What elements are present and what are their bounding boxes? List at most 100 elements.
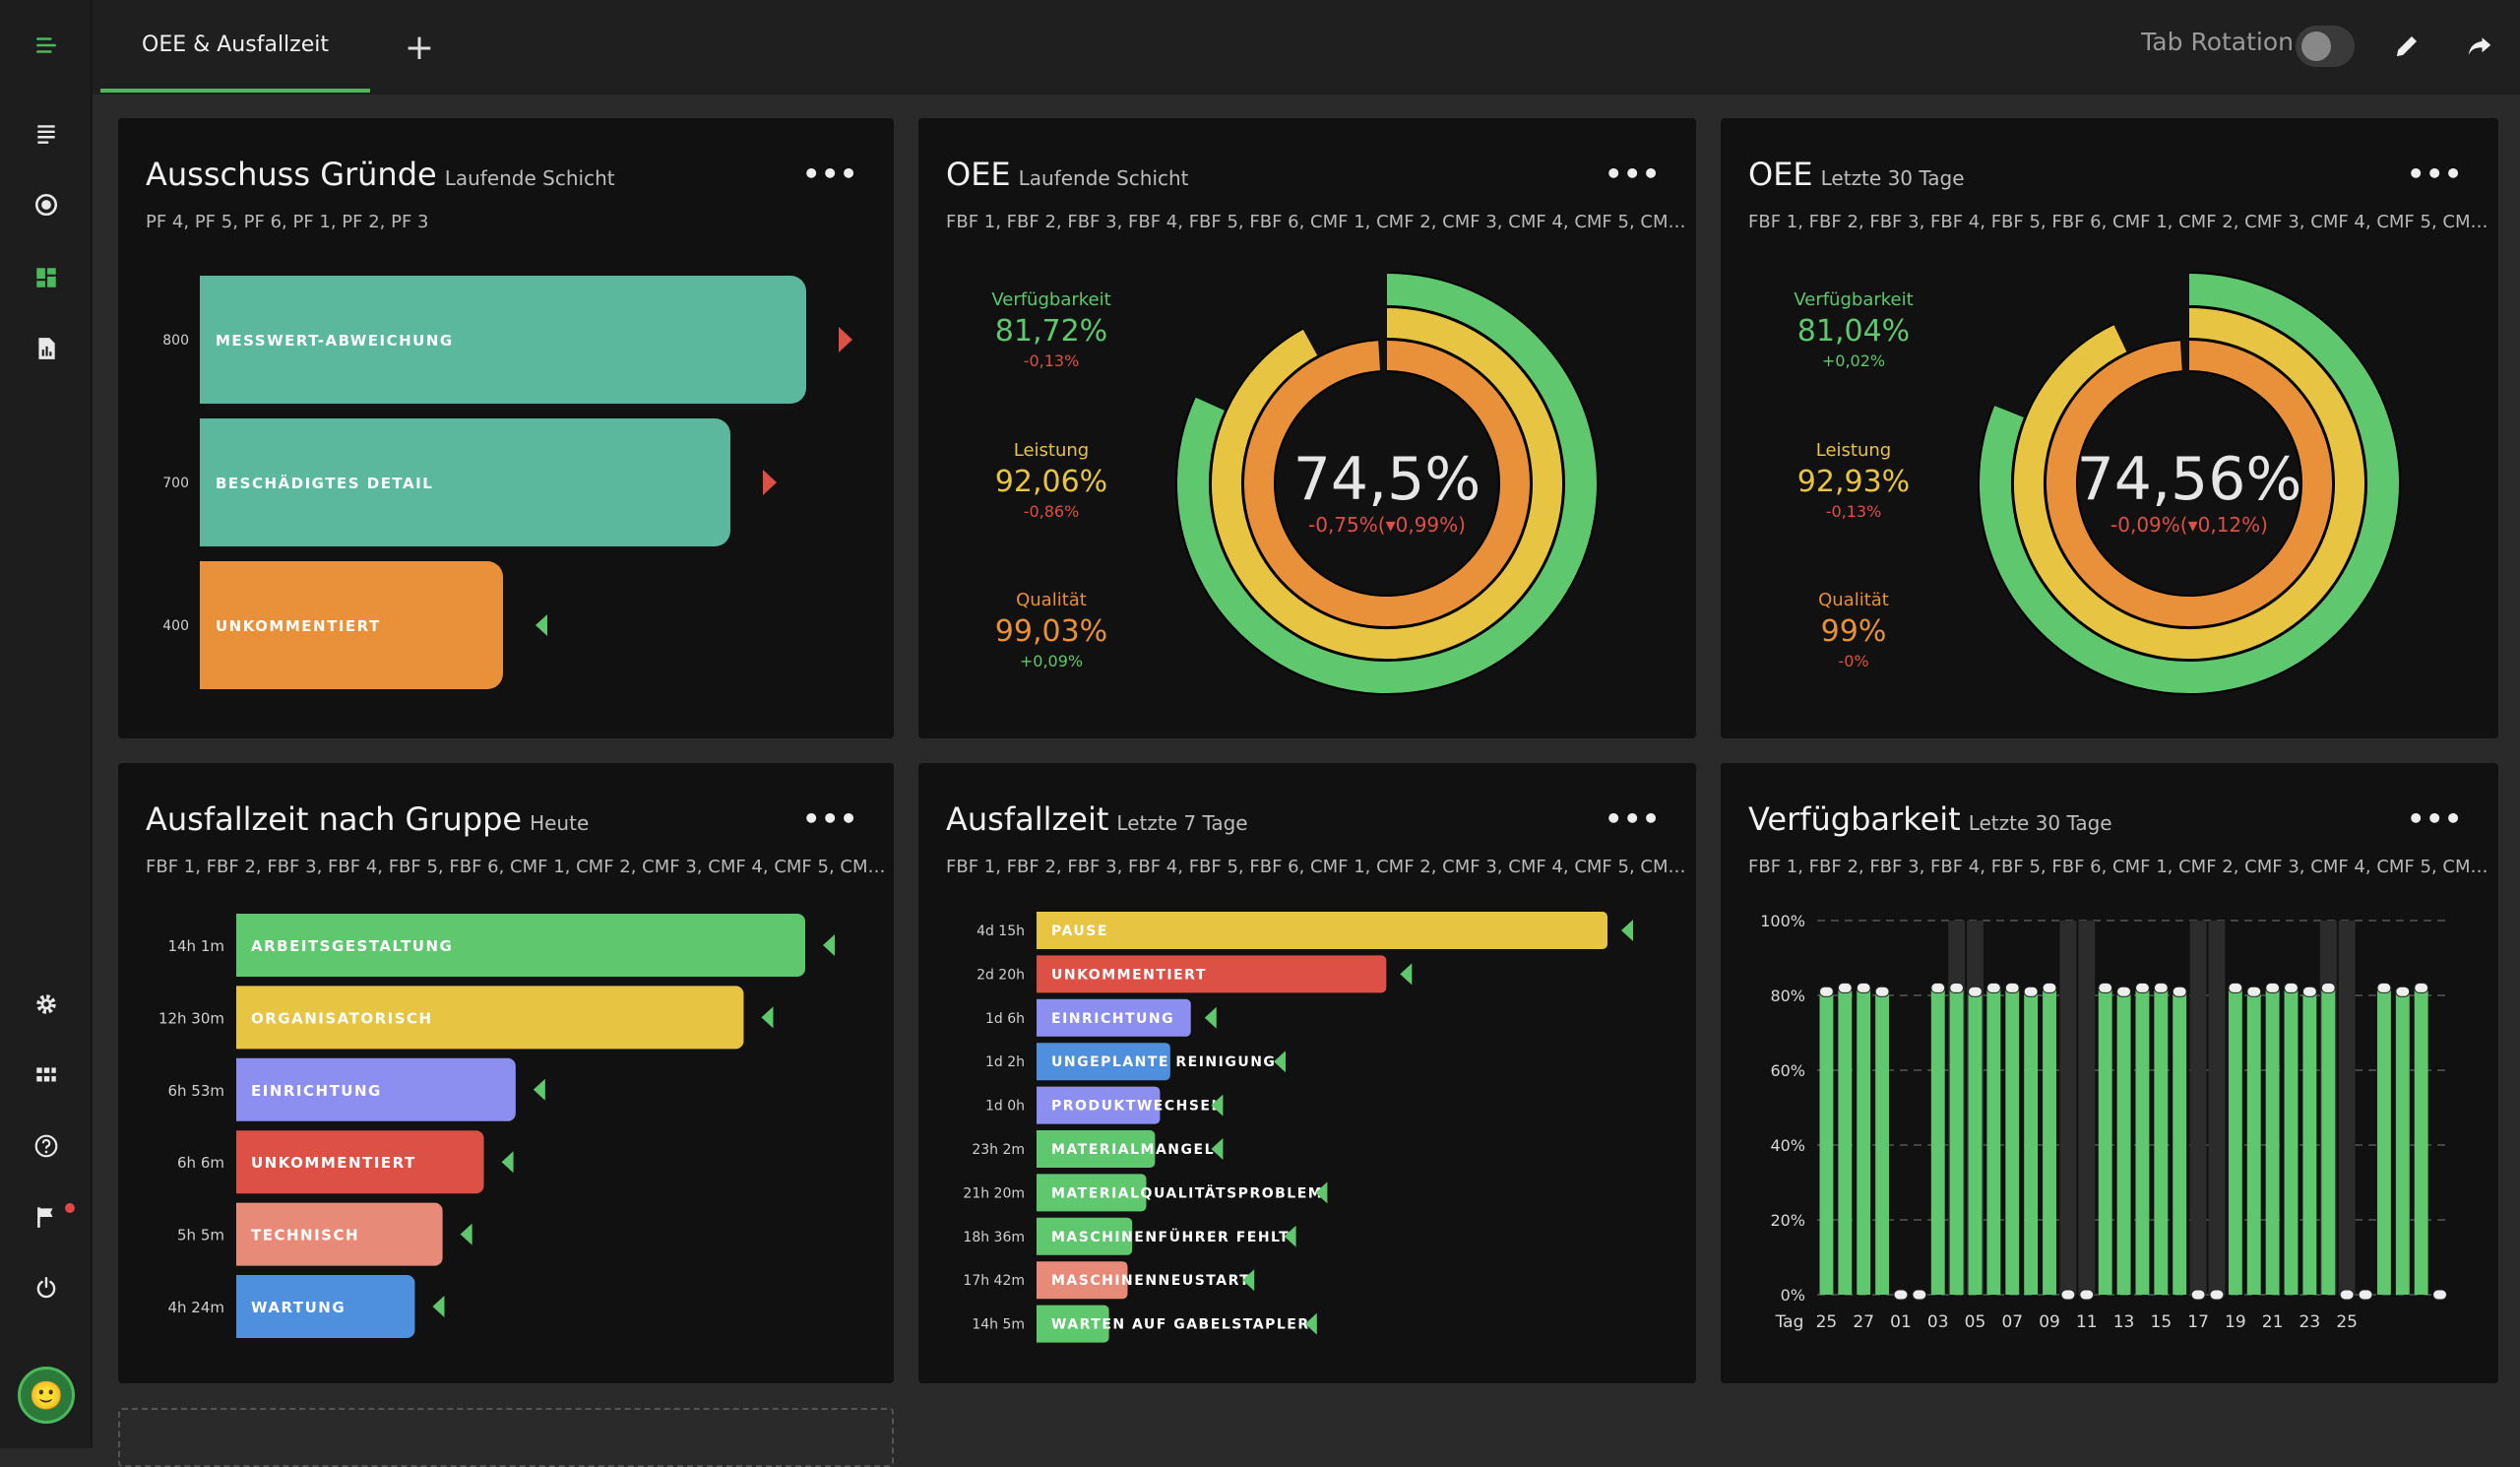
report-icon[interactable] (27, 329, 66, 368)
metric-label: Qualität (1016, 590, 1087, 610)
power-icon[interactable] (27, 1268, 66, 1308)
dashboard-icon[interactable] (27, 258, 66, 297)
bar-marker (1930, 982, 1946, 993)
weekend-band (2338, 921, 2356, 1295)
bar-value-label: 2d 20h (976, 967, 1025, 983)
bar (1949, 988, 1964, 1295)
card-menu-button[interactable]: ••• (802, 158, 858, 190)
bar (1037, 1130, 1156, 1168)
card-menu-button[interactable]: ••• (2407, 802, 2463, 835)
trend-down-marker (536, 614, 547, 636)
bar-marker (1874, 986, 1890, 997)
bar-category-label: BESCHÄDIGTES DETAIL (216, 474, 433, 492)
trend-down-marker (1211, 1094, 1224, 1116)
bar (2321, 988, 2336, 1295)
metric-label: Qualität (1818, 590, 1889, 610)
bar-value-label: 5h 5m (177, 1227, 224, 1244)
oee-center-value: 74,56% (2077, 445, 2302, 514)
metric-delta: -0,86% (1024, 502, 1080, 521)
bar (2395, 991, 2410, 1295)
y-tick-label: 0% (1781, 1286, 1805, 1305)
card-title: Ausfallzeit nach Gruppe Heute (146, 800, 590, 838)
bar-value-label: 1d 6h (985, 1011, 1025, 1027)
add-widget-placeholder[interactable] (118, 1408, 894, 1467)
trend-down-marker (1211, 1138, 1224, 1160)
avatar[interactable]: 🙂 (18, 1367, 75, 1424)
bar-marker (2228, 982, 2243, 993)
x-tick-label: 13 (2113, 1312, 2135, 1332)
x-tick-label: 15 (2151, 1312, 2173, 1332)
oee-shift-chart: 74,5%-0,75%(▾0,99%) Verfügbarkeit 81,72% -0… (991, 272, 1599, 695)
card-menu-button[interactable]: ••• (1605, 158, 1661, 190)
apps-grid-icon[interactable] (27, 1055, 66, 1095)
help-icon[interactable] (27, 1126, 66, 1166)
bar-value-label: 700 (162, 476, 189, 491)
bar-category-label: ARBEITSGESTALTUNG (251, 937, 453, 955)
bar (200, 561, 503, 689)
metric-label: Verfügbarkeit (991, 289, 1110, 310)
bar-category-label: EINRICHTUNG (1051, 1011, 1174, 1027)
bar (236, 1202, 443, 1266)
bar-category-label: WARTEN AUF GABELSTAPLER (1051, 1317, 1310, 1333)
card-menu-button[interactable]: ••• (2407, 158, 2463, 190)
bar-marker (1856, 982, 1871, 993)
bar-marker (2358, 1289, 2373, 1301)
bar-value-label: 6h 6m (177, 1154, 224, 1172)
trend-up-marker (839, 327, 852, 352)
bar-category-label: ORGANISATORISCH (251, 1009, 433, 1027)
bar-marker (2339, 1289, 2355, 1301)
metric-delta: -0,13% (1024, 351, 1080, 370)
trend-down-marker (1204, 1006, 1217, 1029)
bar (1968, 991, 1983, 1295)
tab-rotation-toggle[interactable] (2296, 26, 2355, 67)
bar (2246, 991, 2261, 1295)
bar (200, 276, 806, 404)
bar-value-label: 6h 53m (167, 1082, 224, 1100)
flag-icon[interactable] (27, 1197, 66, 1237)
trend-up-marker (763, 470, 777, 495)
menu-icon[interactable] (27, 26, 66, 65)
bar-category-label: TECHNISCH (251, 1227, 359, 1244)
list-icon[interactable] (27, 114, 66, 154)
add-tab-button[interactable]: + (404, 27, 435, 68)
x-tick-label: 21 (2262, 1312, 2284, 1332)
bar-marker (1912, 1289, 1927, 1301)
y-tick-label: 40% (1770, 1136, 1805, 1155)
bar-marker (2265, 982, 2281, 993)
target-icon[interactable] (27, 185, 66, 224)
bar (1037, 1043, 1170, 1081)
bar-category-label: MATERIALQUALITÄTSPROBLEM (1051, 1184, 1323, 1201)
bar (1819, 991, 1834, 1295)
tab-rotation-label: Tab Rotation (2141, 28, 2294, 56)
oee-center-delta: -0,75%(▾0,99%) (1308, 513, 1466, 537)
toggle-knob (2301, 32, 2331, 61)
bar-category-label: UNKOMMENTIERT (216, 617, 381, 635)
metric-value: 81,04% (1797, 314, 1910, 349)
share-icon[interactable] (2459, 26, 2500, 67)
weekend-band (2078, 921, 2096, 1295)
bar-marker (1985, 982, 2001, 993)
gear-icon[interactable] (27, 985, 66, 1024)
card-menu-button[interactable]: ••• (1605, 802, 1661, 835)
metric-value: 92,93% (1797, 465, 1910, 499)
bar-marker (2395, 986, 2411, 997)
metric-value: 81,72% (995, 314, 1107, 349)
x-tick-label: 03 (1927, 1312, 1949, 1332)
ring-leistung (1212, 308, 1562, 659)
bar (2376, 988, 2391, 1295)
bar-value-label: 4h 24m (167, 1299, 224, 1316)
metric-delta: +0,02% (1822, 351, 1885, 370)
metric-label: Leistung (1014, 440, 1089, 461)
bar-marker (2079, 1289, 2095, 1301)
tab-oee-ausfallzeit[interactable]: OEE & Ausfallzeit (100, 0, 370, 93)
bar-value-label: 800 (162, 333, 189, 349)
bar-category-label: UNKOMMENTIERT (1051, 967, 1207, 983)
card-menu-button[interactable]: ••• (802, 802, 858, 835)
bar (1875, 991, 1890, 1295)
bar-category-label: PAUSE (1051, 924, 1108, 939)
pencil-icon[interactable] (2386, 26, 2427, 67)
x-tick-label: 09 (2039, 1312, 2060, 1332)
bar (1037, 1217, 1133, 1255)
bar-value-label: 400 (162, 618, 189, 634)
x-tick-label: 17 (2187, 1312, 2209, 1332)
